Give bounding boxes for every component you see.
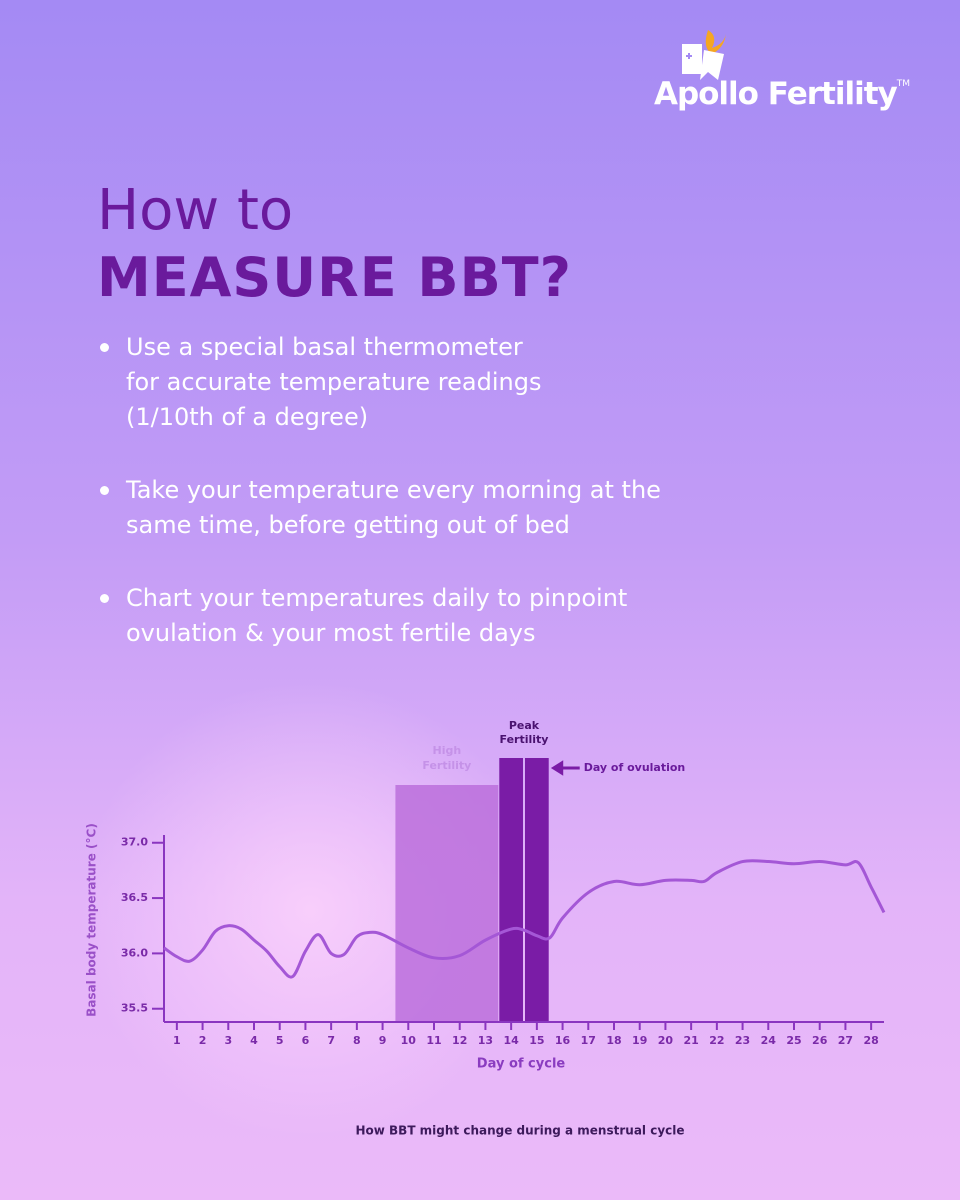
ovulation-arrow: [550, 760, 580, 776]
x-tick-label: 28: [863, 1034, 878, 1047]
peak-fertility-bar: [499, 758, 523, 1022]
x-tick-label: 25: [786, 1034, 801, 1047]
x-tick-label: 18: [606, 1034, 621, 1047]
x-tick-label: 16: [555, 1034, 571, 1047]
x-tick-label: 22: [709, 1034, 724, 1047]
x-tick-label: 11: [426, 1034, 441, 1047]
bullet-list: Use a special basal thermometer for accur…: [100, 330, 800, 689]
x-tick-label: 3: [224, 1034, 232, 1047]
bullet-line: (1/10th of a degree): [126, 403, 369, 431]
x-tick-label: 4: [250, 1034, 258, 1047]
x-tick-label: 21: [683, 1034, 698, 1047]
x-tick-label: 9: [379, 1034, 387, 1047]
x-tick-label: 19: [632, 1034, 647, 1047]
x-tick-label: 5: [276, 1034, 284, 1047]
x-axis-label: Day of cycle: [477, 1057, 566, 1072]
x-tick-label: 13: [478, 1034, 493, 1047]
x-tick-label: 7: [327, 1034, 335, 1047]
ovulation-label: Day of ovulation: [584, 761, 686, 774]
bullet-line: same time, before getting out of bed: [126, 511, 570, 539]
title-line: MEASURE BBT?: [97, 246, 572, 309]
x-tick-label: 6: [302, 1034, 310, 1047]
bullet: Chart your temperatures daily to pinpoin…: [100, 581, 800, 651]
high-fertility-label: High: [433, 744, 462, 757]
x-tick-label: 26: [812, 1034, 828, 1047]
x-tick-label: 27: [838, 1034, 853, 1047]
bullet: Use a special basal thermometer for accur…: [100, 330, 800, 435]
x-tick-label: 17: [581, 1034, 596, 1047]
x-tick-label: 8: [353, 1034, 361, 1047]
title-line: How to: [97, 178, 294, 243]
bullet-line: Use a special basal thermometer: [126, 333, 523, 361]
logo: Apollo FertilityTM: [654, 76, 910, 112]
bullet: Take your temperature every morning at t…: [100, 473, 800, 543]
y-tick-label: 36.0: [121, 946, 148, 959]
caption: How BBT might change during a menstrual …: [355, 1124, 684, 1138]
bullet-line: Take your temperature every morning at t…: [126, 476, 661, 504]
peak-fertility-label: Fertility: [500, 733, 549, 746]
y-tick-label: 35.5: [121, 1002, 148, 1015]
high-fertility-region: [395, 785, 499, 1022]
x-tick-label: 23: [735, 1034, 750, 1047]
bullet-line: ovulation & your most fertile days: [126, 619, 536, 647]
y-tick-label: 36.5: [121, 891, 148, 904]
y-axis-label: Basal body temperature (°C): [85, 823, 99, 1017]
x-tick-label: 1: [173, 1034, 181, 1047]
x-tick-label: 2: [199, 1034, 207, 1047]
x-tick-label: 20: [658, 1034, 674, 1047]
bbt-line: [163, 859, 886, 979]
logo-name: Apollo Fertility: [653, 76, 898, 112]
logo-tm: TM: [896, 79, 910, 89]
bullet-line: for accurate temperature readings: [126, 368, 542, 396]
x-tick-label: 24: [761, 1034, 777, 1047]
bullet-line: Chart your temperatures daily to pinpoin…: [126, 584, 628, 612]
y-tick-label: 37.0: [121, 836, 148, 849]
high-fertility-label: Fertility: [422, 759, 471, 772]
peak-fertility-bar: [525, 758, 549, 1022]
peak-fertility-label: Peak: [509, 719, 540, 732]
x-tick-label: 10: [401, 1034, 417, 1047]
x-tick-label: 14: [503, 1034, 519, 1047]
x-tick-label: 12: [452, 1034, 467, 1047]
x-tick-label: 15: [529, 1034, 544, 1047]
